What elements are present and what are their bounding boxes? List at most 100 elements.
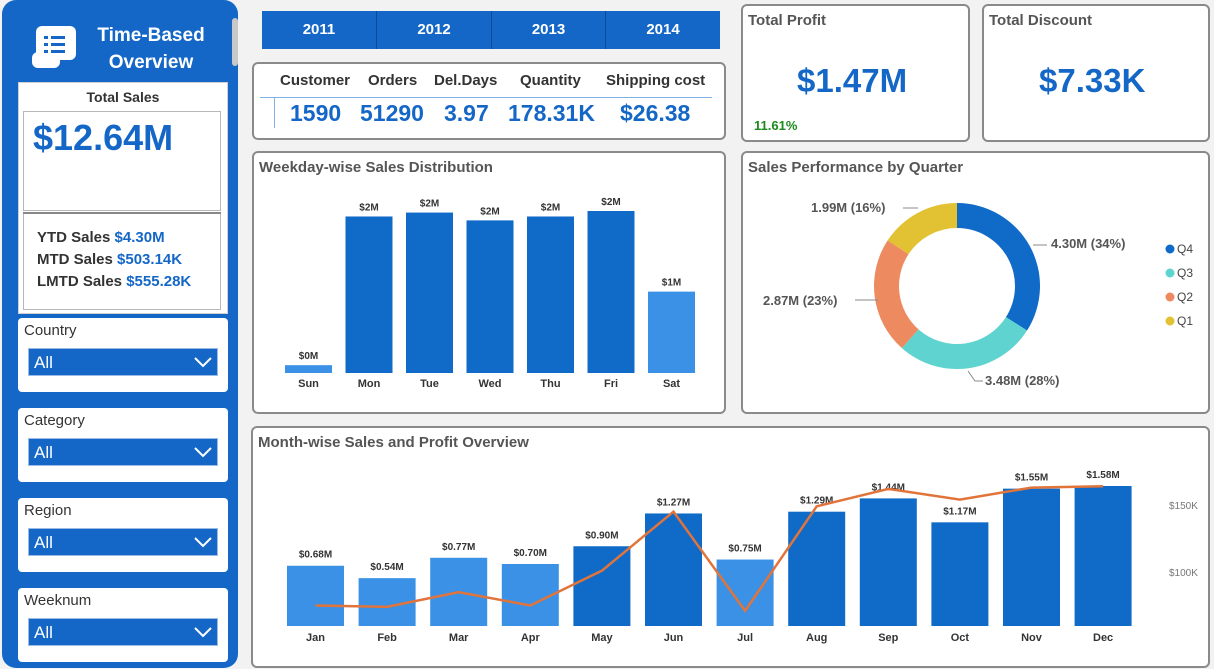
kpi-shipping-label: Shipping cost: [606, 72, 706, 89]
month-tick-label: Sep: [878, 632, 898, 644]
month-data-label: $0.90M: [585, 530, 618, 541]
weekday-bar-thu[interactable]: [527, 216, 574, 373]
category-filter: Category All: [18, 408, 228, 482]
weekday-data-label: $0M: [299, 351, 318, 362]
year-button-2014[interactable]: 2014: [606, 11, 720, 49]
region-filter: Region All: [18, 498, 228, 572]
year-button-2012[interactable]: 2012: [377, 11, 492, 49]
month-tick-label: Jan: [306, 632, 325, 644]
month-tick-label: Aug: [806, 632, 827, 644]
donut-data-label: 1.99M (16%): [811, 200, 885, 215]
month-tick-label: Jun: [664, 632, 684, 644]
month-data-label: $0.68M: [299, 550, 332, 561]
region-dropdown[interactable]: All: [28, 528, 218, 556]
country-filter: Country All: [18, 318, 228, 392]
weekday-tick-label: Mon: [358, 378, 381, 390]
month-data-label: $1.27M: [657, 497, 690, 508]
chevron-down-icon: [194, 447, 212, 458]
weeknum-dropdown[interactable]: All: [28, 618, 218, 646]
chevron-down-icon: [194, 627, 212, 638]
legend-marker: [1165, 292, 1175, 302]
month-data-label: $1.58M: [1086, 470, 1119, 481]
quarter-chart-title: Sales Performance by Quarter: [748, 159, 964, 176]
weekday-tick-label: Sun: [298, 378, 319, 390]
weekday-data-label: $2M: [601, 197, 620, 208]
kpi-divider: [260, 97, 712, 98]
sidebar-scrollbar[interactable]: [232, 18, 238, 66]
legend-label[interactable]: Q1: [1177, 314, 1193, 328]
quarter-donut-chart: 4.30M (34%) 3.48M (28%) 2.87M (23%) 1.99M (…: [763, 200, 1193, 388]
weekday-bar-sun[interactable]: [285, 365, 332, 373]
kpi-customer-value: 1590: [290, 100, 342, 126]
weekday-bar-mon[interactable]: [345, 216, 393, 373]
month-bar-jun[interactable]: [645, 513, 702, 626]
category-dropdown[interactable]: All: [28, 438, 218, 466]
month-tick-label: Nov: [1021, 632, 1043, 644]
y2-tick-label: $150K: [1169, 501, 1198, 512]
total-discount-value: $7.33K: [1039, 62, 1146, 99]
kpi-quantity-label: Quantity: [520, 72, 581, 89]
profit-change-percent: 11.61%: [754, 118, 798, 133]
category-dropdown-value: All: [34, 443, 53, 462]
month-bar-jul[interactable]: [716, 559, 774, 626]
month-tick-label: Oct: [951, 632, 970, 644]
donut-slice-q2[interactable]: [874, 240, 919, 349]
donut-data-label: 3.48M (28%): [985, 373, 1059, 388]
year-button-2011[interactable]: 2011: [262, 11, 377, 49]
year-button-2013[interactable]: 2013: [492, 11, 606, 49]
weekday-tick-label: Wed: [478, 378, 501, 390]
legend-label[interactable]: Q2: [1177, 290, 1193, 304]
donut-slice-q4[interactable]: [957, 203, 1040, 331]
month-bar-nov[interactable]: [1003, 488, 1060, 626]
month-sales-profit-chart: $0.68M Jan $0.54M Feb $0.77M Mar $0.70M Apr $0.9…: [287, 470, 1198, 644]
weekday-bar-tue[interactable]: [406, 212, 453, 373]
legend-marker: [1165, 268, 1175, 278]
month-tick-label: Dec: [1093, 632, 1113, 644]
quarter-sales-panel: Sales Performance by Quarter 4.30M (34%)…: [741, 151, 1210, 414]
month-data-label: $0.54M: [370, 562, 403, 573]
legend-marker: [1165, 244, 1175, 254]
donut-data-label: 2.87M (23%): [763, 293, 837, 308]
total-sales-value: $12.64M: [33, 117, 174, 158]
weekday-tick-label: Fri: [604, 378, 618, 390]
weekday-bar-fri[interactable]: [587, 211, 635, 373]
donut-slice-q3[interactable]: [901, 317, 1028, 369]
month-data-label: $0.75M: [728, 544, 761, 555]
donut-data-label: 4.30M (34%): [1051, 236, 1125, 251]
month-tick-label: Apr: [521, 632, 541, 644]
weekday-bar-sat[interactable]: [648, 291, 695, 373]
kpi-customer-label: Customer: [280, 72, 351, 89]
month-bar-aug[interactable]: [788, 511, 846, 626]
weeknum-dropdown-value: All: [34, 623, 53, 642]
country-dropdown-value: All: [34, 353, 53, 372]
month-bar-jan[interactable]: [287, 565, 344, 626]
total-profit-label: Total Profit: [748, 12, 827, 29]
weekday-bar-wed[interactable]: [466, 220, 514, 373]
report-document-icon: [32, 26, 76, 68]
kpi-deldays-label: Del.Days: [434, 72, 498, 89]
month-bar-sep[interactable]: [859, 498, 917, 626]
app-title: Time-Based Overview: [97, 25, 205, 73]
kpi-summary-card: Customer Orders Del.Days Quantity Shippi…: [252, 62, 726, 140]
month-data-label: $0.70M: [514, 548, 547, 559]
month-tick-label: Jul: [737, 632, 753, 644]
donut-leader-line: [967, 370, 983, 382]
month-bar-dec[interactable]: [1074, 486, 1132, 626]
total-sales-value-box: [23, 111, 221, 211]
y2-tick-label: $100K: [1169, 568, 1198, 579]
donut-slice-q1[interactable]: [887, 203, 957, 255]
month-tick-label: May: [591, 632, 613, 644]
month-bar-may[interactable]: [573, 546, 631, 626]
profit-line[interactable]: [315, 484, 1104, 614]
total-profit-value: $1.47M: [797, 62, 908, 99]
month-data-label: $1.55M: [1015, 473, 1048, 484]
kpi-orders-label: Orders: [368, 72, 418, 89]
legend-label[interactable]: Q3: [1177, 266, 1193, 280]
total-sales-label: Total Sales: [86, 89, 160, 105]
weekday-data-label: $2M: [480, 206, 499, 217]
region-dropdown-value: All: [34, 533, 53, 552]
legend-label[interactable]: Q4: [1177, 242, 1193, 256]
month-bar-oct[interactable]: [931, 522, 989, 626]
weekday-data-label: $2M: [359, 202, 378, 213]
country-dropdown[interactable]: All: [28, 348, 218, 376]
